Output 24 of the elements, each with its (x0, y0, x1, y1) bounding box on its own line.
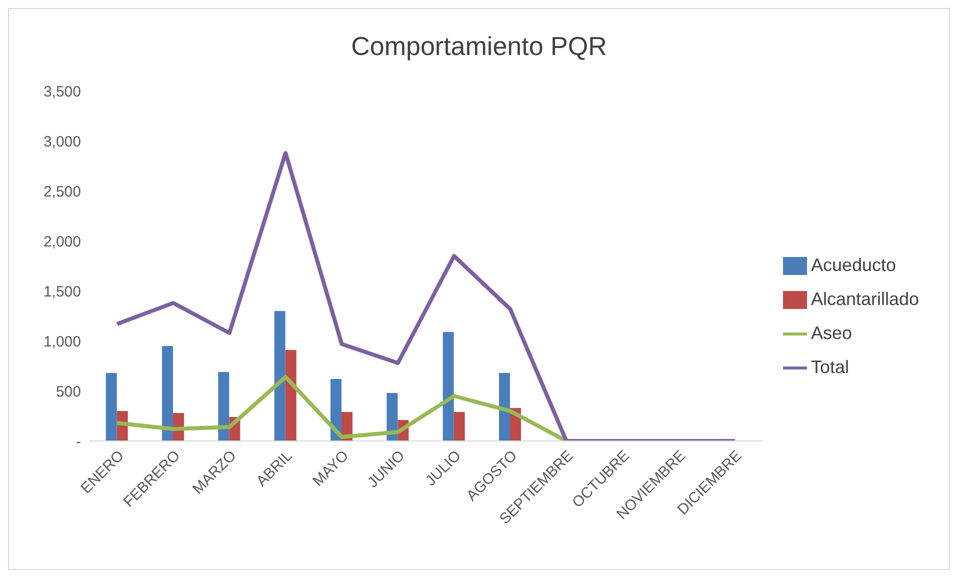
bar (274, 311, 286, 441)
chart-title: Comportamiento PQR (350, 31, 608, 63)
legend-label: Aseo (810, 323, 852, 343)
legend-label: Acueducto (810, 255, 896, 275)
y-tick-label: 3,500 (43, 83, 81, 100)
bar (218, 372, 230, 441)
y-tick-label: - (76, 433, 81, 450)
bar (498, 373, 510, 441)
y-tick-label: 500 (56, 383, 81, 400)
bar (162, 346, 174, 441)
y-tick-label: 1,000 (43, 333, 81, 350)
bar (285, 350, 296, 441)
bar (454, 412, 465, 441)
legend-label: Alcantarillado (810, 289, 919, 309)
bar (330, 379, 342, 441)
legend-label: Total (810, 357, 849, 377)
bar (386, 393, 398, 441)
bar (106, 373, 117, 441)
y-tick-label: 2,500 (43, 183, 81, 200)
y-tick-label: 1,500 (43, 283, 81, 300)
line-series (115, 151, 737, 441)
bar (442, 332, 454, 441)
y-tick-label: 3,000 (43, 133, 81, 150)
y-tick-label: 2,000 (43, 233, 81, 250)
